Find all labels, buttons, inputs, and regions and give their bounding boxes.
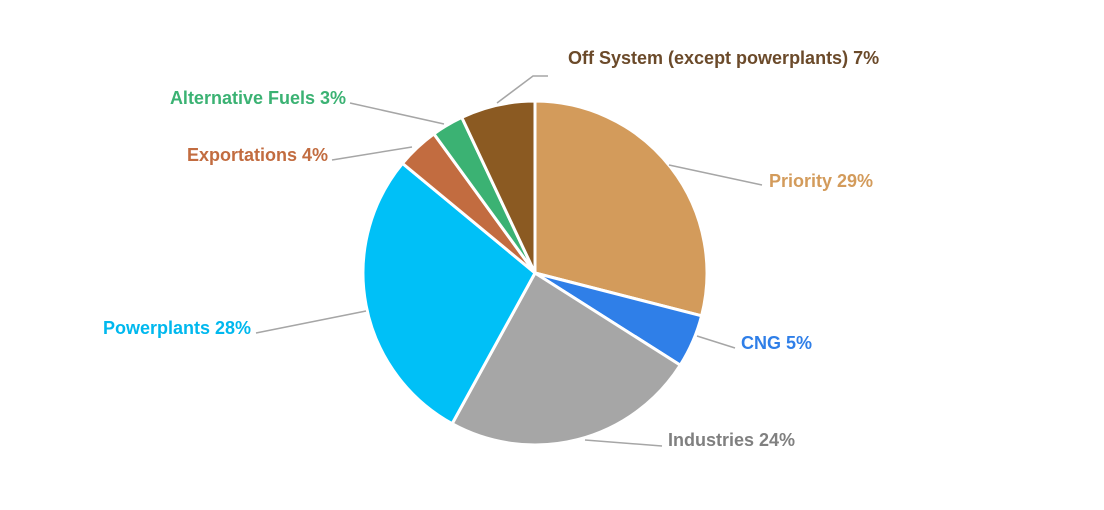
leader-line-alternative-fuels	[349, 102, 445, 125]
pie-slice-priority	[533, 99, 709, 318]
data-label-priority: Priority 29%	[769, 171, 873, 191]
leader-line-priority	[668, 164, 763, 186]
leader-line-cng	[696, 335, 736, 349]
leader-line-exportations	[331, 146, 413, 161]
leader-line-powerplants	[255, 310, 367, 334]
pie-slice-powerplants	[361, 161, 537, 426]
leader-lines	[255, 75, 763, 447]
data-label-powerplants: Powerplants 28%	[103, 318, 251, 338]
pie-slice-off-system-except-powerplants	[460, 99, 537, 275]
pie-slices	[361, 99, 709, 447]
leader-line-industries	[584, 439, 663, 447]
data-labels: Priority 29% CNG 5% Industries 24% Powerpla…	[103, 48, 879, 450]
leader-line-off-system-except-powerplants	[496, 75, 548, 104]
data-label-exportations: Exportations 4%	[187, 145, 328, 165]
data-label-cng: CNG 5%	[741, 333, 812, 353]
data-label-alternative-fuels: Alternative Fuels 3%	[170, 88, 346, 108]
data-label-industries: Industries 24%	[668, 430, 795, 450]
pie-slice-industries	[450, 271, 682, 447]
data-label-off-system-except-powerplants: Off System (except powerplants) 7%	[568, 48, 879, 68]
